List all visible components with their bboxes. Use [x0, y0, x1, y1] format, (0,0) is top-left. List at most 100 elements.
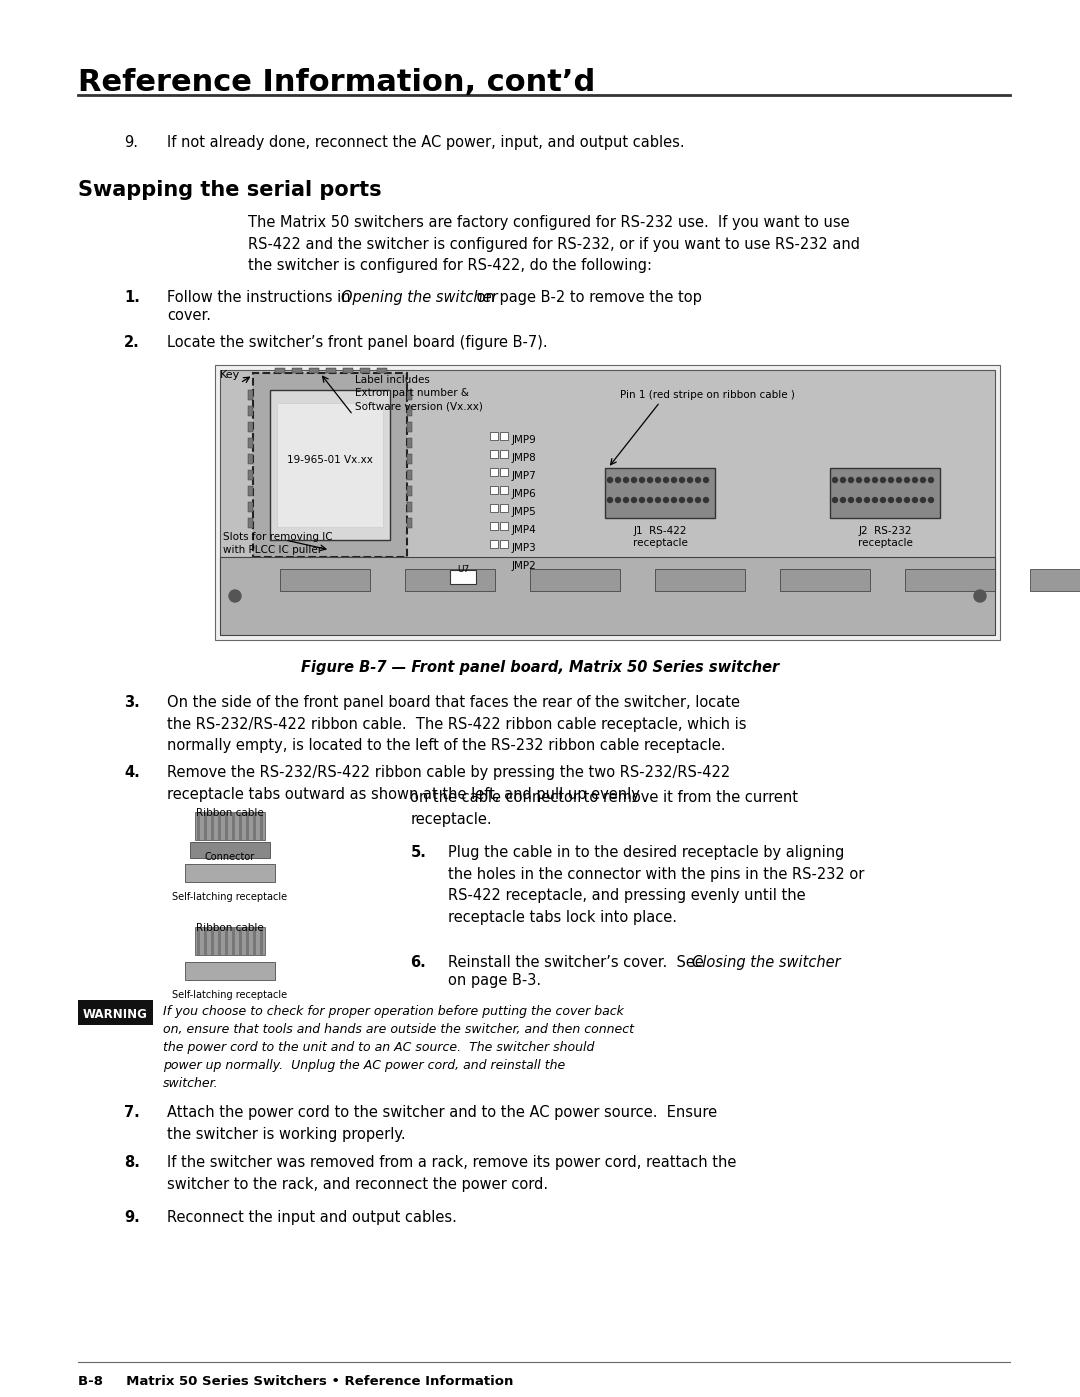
Bar: [246, 928, 249, 956]
Circle shape: [889, 497, 893, 503]
Bar: [343, 367, 353, 373]
Bar: [204, 928, 207, 956]
Text: Reinstall the switcher’s cover.  See: Reinstall the switcher’s cover. See: [448, 956, 708, 970]
Text: on page B-3.: on page B-3.: [448, 972, 541, 988]
Text: JMP6: JMP6: [512, 489, 537, 499]
Bar: [490, 450, 498, 458]
Circle shape: [856, 478, 862, 482]
Bar: [248, 518, 253, 528]
Bar: [326, 557, 336, 562]
Circle shape: [632, 478, 636, 482]
Circle shape: [873, 497, 877, 503]
Circle shape: [679, 497, 685, 503]
Bar: [490, 486, 498, 495]
Bar: [218, 928, 221, 956]
Text: If you choose to check for proper operation before putting the cover back
on, en: If you choose to check for proper operat…: [163, 1004, 634, 1090]
Text: Plug the cable in to the desired receptacle by aligning
the holes in the connect: Plug the cable in to the desired recepta…: [448, 845, 865, 925]
Circle shape: [703, 497, 708, 503]
Text: 4.: 4.: [124, 766, 140, 780]
Bar: [405, 569, 495, 591]
Text: B-8     Matrix 50 Series Switchers • Reference Information: B-8 Matrix 50 Series Switchers • Referen…: [78, 1375, 513, 1389]
Circle shape: [656, 478, 661, 482]
Text: Slots for removing IC
with PLCC IC puller: Slots for removing IC with PLCC IC pulle…: [222, 532, 333, 555]
Text: On the side of the front panel board that faces the rear of the switcher, locate: On the side of the front panel board tha…: [167, 694, 747, 753]
Bar: [831, 468, 940, 518]
Bar: [292, 367, 302, 373]
Bar: [500, 432, 508, 440]
Circle shape: [905, 478, 909, 482]
Circle shape: [849, 497, 853, 503]
Text: U7: U7: [457, 564, 469, 574]
Bar: [239, 812, 242, 840]
Circle shape: [833, 478, 837, 482]
Text: If the switcher was removed from a rack, remove its power cord, reattach the
swi: If the switcher was removed from a rack,…: [167, 1155, 737, 1192]
Bar: [407, 422, 411, 432]
Bar: [248, 454, 253, 464]
Bar: [450, 570, 476, 584]
Bar: [232, 812, 235, 840]
Bar: [190, 842, 270, 858]
Bar: [248, 422, 253, 432]
Text: Self-latching receptacle: Self-latching receptacle: [173, 990, 287, 1000]
Bar: [500, 557, 508, 566]
Circle shape: [833, 497, 837, 503]
Text: The Matrix 50 switchers are factory configured for RS-232 use.  If you want to u: The Matrix 50 switchers are factory conf…: [248, 215, 861, 274]
Circle shape: [607, 497, 612, 503]
Circle shape: [639, 478, 645, 482]
Bar: [407, 390, 411, 400]
Circle shape: [616, 478, 621, 482]
Bar: [276, 402, 383, 527]
Text: Remove the RS-232/RS-422 ribbon cable by pressing the two RS-232/RS-422
receptac: Remove the RS-232/RS-422 ribbon cable by…: [167, 766, 731, 802]
Circle shape: [623, 478, 629, 482]
Bar: [248, 439, 253, 448]
Circle shape: [679, 478, 685, 482]
Circle shape: [632, 497, 636, 503]
Bar: [275, 557, 285, 562]
Text: Opening the switcher: Opening the switcher: [341, 291, 498, 305]
Bar: [248, 390, 253, 400]
Bar: [905, 569, 995, 591]
Bar: [280, 569, 370, 591]
Bar: [309, 367, 319, 373]
Bar: [407, 486, 411, 496]
Text: 7.: 7.: [124, 1105, 140, 1120]
Circle shape: [229, 590, 241, 602]
Bar: [239, 928, 242, 956]
Circle shape: [672, 478, 676, 482]
Circle shape: [929, 478, 933, 482]
Circle shape: [648, 497, 652, 503]
Bar: [248, 469, 253, 481]
Circle shape: [849, 478, 853, 482]
Circle shape: [663, 478, 669, 482]
Text: Locate the switcher’s front panel board (figure B-7).: Locate the switcher’s front panel board …: [167, 335, 548, 351]
Bar: [490, 504, 498, 511]
Circle shape: [889, 478, 893, 482]
Bar: [253, 928, 256, 956]
Text: JMP2: JMP2: [512, 562, 537, 571]
Bar: [248, 502, 253, 511]
Text: Pin 1 (red stripe on ribbon cable ): Pin 1 (red stripe on ribbon cable ): [620, 390, 795, 400]
Circle shape: [856, 497, 862, 503]
Bar: [360, 367, 370, 373]
Bar: [500, 504, 508, 511]
Text: on the cable connector to remove it from the current
receptacle.: on the cable connector to remove it from…: [410, 789, 798, 827]
Bar: [195, 928, 265, 956]
Text: J2  RS-232: J2 RS-232: [859, 527, 912, 536]
Bar: [78, 1000, 152, 1025]
Bar: [500, 522, 508, 529]
Text: 3.: 3.: [124, 694, 140, 710]
Text: 19-965-01 Vx.xx: 19-965-01 Vx.xx: [287, 455, 373, 465]
Circle shape: [688, 478, 692, 482]
Text: Self-latching receptacle: Self-latching receptacle: [173, 893, 287, 902]
Bar: [260, 812, 264, 840]
Text: JMP9: JMP9: [512, 434, 537, 446]
Text: Key: Key: [220, 370, 240, 380]
Bar: [253, 812, 256, 840]
Text: Follow the instructions in: Follow the instructions in: [167, 291, 355, 305]
Bar: [500, 541, 508, 548]
Bar: [654, 569, 745, 591]
Circle shape: [920, 497, 926, 503]
Circle shape: [672, 497, 676, 503]
Bar: [343, 557, 353, 562]
Circle shape: [616, 497, 621, 503]
